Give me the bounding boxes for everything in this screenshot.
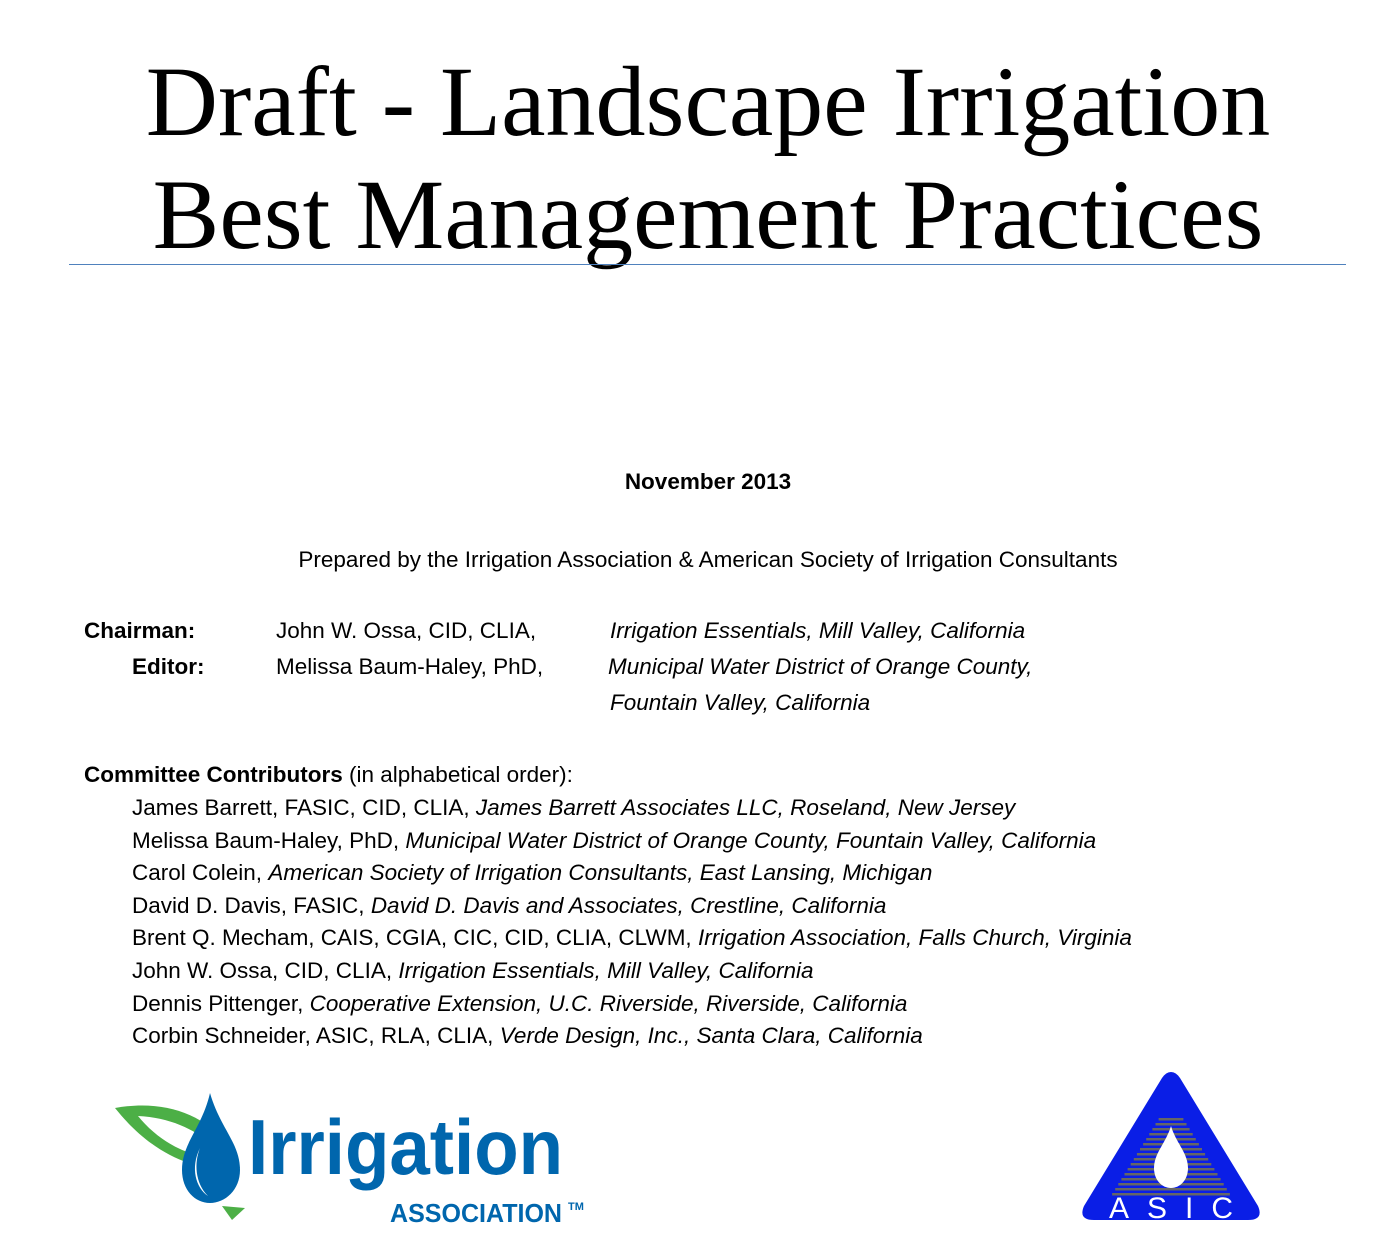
asic-logo: ASIC bbox=[1082, 1072, 1260, 1224]
irrigation-association-logo: Irrigation ASSOCIATION TM bbox=[115, 1093, 584, 1228]
chairman-affiliation: Irrigation Essentials, Mill Valley, Cali… bbox=[610, 618, 1026, 643]
committee-member: Carol Colein, American Society of Irriga… bbox=[132, 860, 933, 886]
committee-member: James Barrett, FASIC, CID, CLIA, James B… bbox=[132, 795, 1016, 820]
committee-member: Melissa Baum-Haley, PhD, Municipal Water… bbox=[132, 827, 1097, 853]
member-name: Carol Colein, bbox=[132, 860, 269, 886]
date-text: November 2013 bbox=[624, 469, 792, 494]
member-name: John W. Ossa, CID, CLIA, bbox=[132, 958, 399, 983]
member-name: Dennis Pittenger, bbox=[132, 990, 310, 1016]
chairman-affiliation-text: Irrigation Essentials, Mill Valley, Cali… bbox=[610, 618, 1026, 643]
chairman-label-text: Chairman: bbox=[84, 618, 196, 643]
member-name: Brent Q. Mecham, CAIS, CGIA, CIC, CID, C… bbox=[132, 925, 698, 951]
member-affiliation: Cooperative Extension, U.C. Riverside, R… bbox=[309, 990, 908, 1016]
editor-affiliation-text-2: Fountain Valley, California bbox=[610, 690, 871, 715]
svg-text:Irrigation: Irrigation bbox=[248, 1103, 563, 1191]
member-affiliation: Municipal Water District of Orange Count… bbox=[405, 827, 1097, 853]
member-name: David D. Davis, FASIC, bbox=[132, 892, 371, 918]
editor-affiliation-1: Municipal Water District of Orange Count… bbox=[608, 654, 1033, 679]
committee-member: Corbin Schneider, ASIC, RLA, CLIA, Verde… bbox=[132, 1023, 923, 1049]
committee-heading-text: Committee Contributors bbox=[84, 762, 343, 787]
member-affiliation: James Barrett Associates LLC, Roseland, … bbox=[475, 795, 1016, 820]
editor-label: Editor: bbox=[132, 654, 205, 679]
title-line-1: Draft - Landscape Irrigation bbox=[145, 46, 1271, 157]
member-affiliation: David D. Davis and Associates, Crestline… bbox=[370, 892, 887, 918]
water-drop-icon bbox=[1154, 1126, 1188, 1188]
member-name: Melissa Baum-Haley, PhD, bbox=[132, 827, 406, 853]
title-divider bbox=[69, 264, 1346, 265]
svg-text:ASIC: ASIC bbox=[1109, 1192, 1251, 1224]
water-drop-icon bbox=[182, 1093, 240, 1203]
member-affiliation: American Society of Irrigation Consultan… bbox=[268, 860, 933, 886]
svg-text:TM: TM bbox=[568, 1201, 584, 1213]
committee-member: David D. Davis, FASIC, David D. Davis an… bbox=[132, 892, 887, 918]
editor-affiliation-text-1: Municipal Water District of Orange Count… bbox=[608, 654, 1033, 679]
committee-member: John W. Ossa, CID, CLIA, Irrigation Esse… bbox=[132, 958, 814, 983]
editor-name: Melissa Baum-Haley, PhD, bbox=[276, 654, 544, 679]
chairman-name: John W. Ossa, CID, CLIA, bbox=[276, 618, 537, 643]
member-affiliation: Verde Design, Inc., Santa Clara, Califor… bbox=[499, 1023, 923, 1049]
title-line-2: Best Management Practices bbox=[152, 159, 1264, 270]
chairman-label: Chairman: bbox=[84, 618, 196, 643]
editor-affiliation-2: Fountain Valley, California bbox=[610, 690, 871, 715]
member-name: Corbin Schneider, ASIC, RLA, CLIA, bbox=[132, 1023, 500, 1049]
member-affiliation: Irrigation Essentials, Mill Valley, Cali… bbox=[398, 958, 814, 983]
committee-member: Dennis Pittenger, Cooperative Extension,… bbox=[132, 990, 908, 1016]
prepared-by: Prepared by the Irrigation Association &… bbox=[298, 547, 1118, 572]
member-name: James Barrett, FASIC, CID, CLIA, bbox=[132, 795, 476, 820]
svg-text:ASSOCIATION: ASSOCIATION bbox=[390, 1198, 562, 1228]
committee-member: Brent Q. Mecham, CAIS, CGIA, CIC, CID, C… bbox=[132, 927, 1132, 950]
date: November 2013 bbox=[0, 469, 1396, 494]
committee-heading-note: (in alphabetical order): bbox=[342, 762, 573, 787]
committee-heading: Committee Contributors (in alphabetical … bbox=[84, 762, 573, 787]
editor-label-text: Editor: bbox=[132, 654, 205, 679]
member-affiliation: Irrigation Association, Falls Church, Vi… bbox=[697, 925, 1132, 951]
